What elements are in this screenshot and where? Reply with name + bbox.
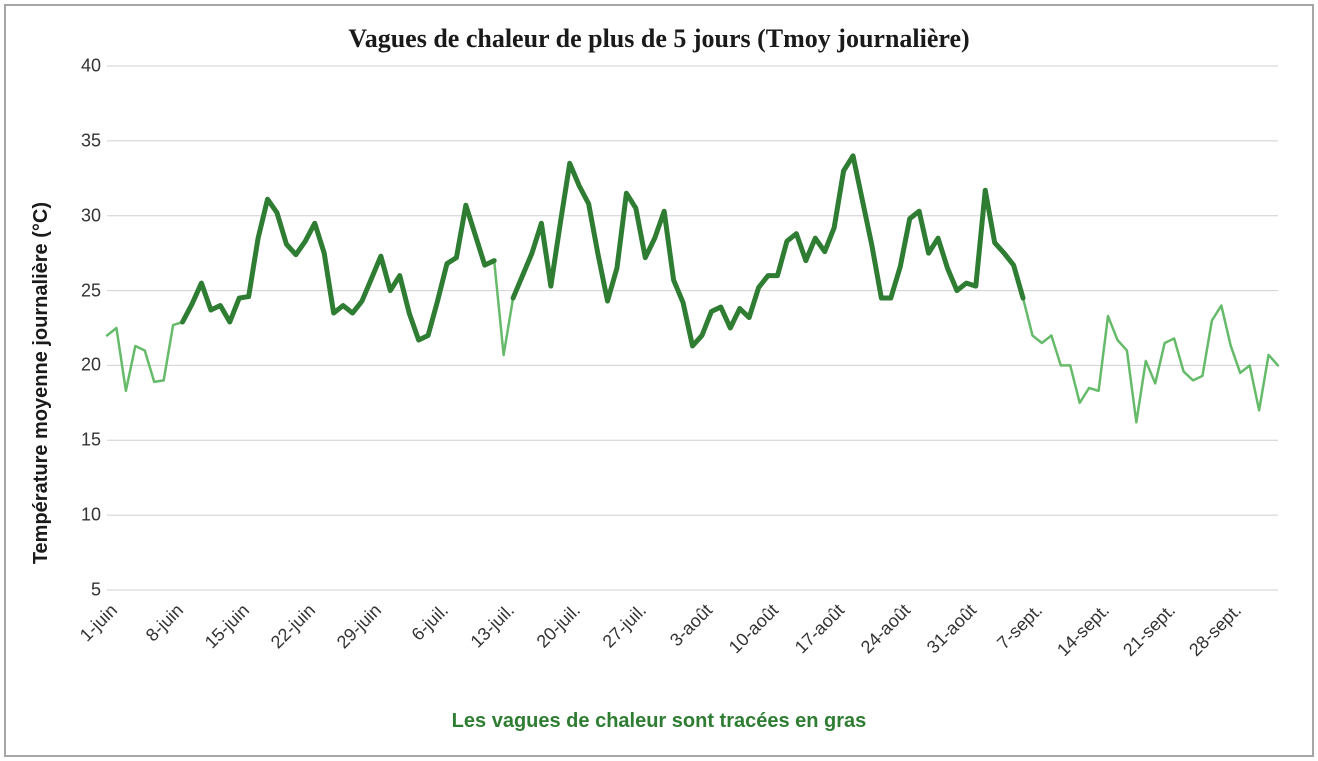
x-tick-label: 10-août: [725, 600, 783, 658]
x-tick-label: 31-août: [923, 600, 981, 658]
x-tick-label: 20-juil.: [532, 600, 584, 652]
x-tick-label: 1-juin: [76, 600, 122, 646]
x-tick-label: 8-juin: [142, 600, 188, 646]
x-tick-label: 28-sept.: [1185, 600, 1246, 661]
plot-area: Température moyenne journalière (°C) 510…: [6, 62, 1312, 704]
plot-svg: 510152025303540: [57, 62, 1282, 594]
x-tick-label: 13-juil.: [466, 600, 518, 652]
x-ticks: 1-juin8-juin15-juin22-juin29-juin6-juil.…: [107, 594, 1282, 704]
x-tick-label: 22-juin: [267, 600, 320, 653]
chart-title: Vagues de chaleur de plus de 5 jours (Tm…: [6, 6, 1312, 62]
x-tick-label: 27-juil.: [598, 600, 650, 652]
x-tick-label: 7-sept.: [994, 600, 1048, 654]
y-axis-label: Température moyenne journalière (°C): [26, 202, 57, 564]
x-tick-label: 3-août: [666, 600, 717, 651]
chart-caption: Les vagues de chaleur sont tracées en gr…: [6, 704, 1312, 755]
x-tick-label: 14-sept.: [1053, 600, 1114, 661]
x-tick-label: 24-août: [857, 600, 915, 658]
chart-container: Vagues de chaleur de plus de 5 jours (Tm…: [4, 4, 1314, 757]
x-tick-label: 6-juil.: [407, 600, 452, 645]
x-tick-label: 29-juin: [333, 600, 386, 653]
x-tick-label: 21-sept.: [1119, 600, 1180, 661]
x-tick-label: 17-août: [791, 600, 849, 658]
x-tick-label: 15-juin: [201, 600, 254, 653]
